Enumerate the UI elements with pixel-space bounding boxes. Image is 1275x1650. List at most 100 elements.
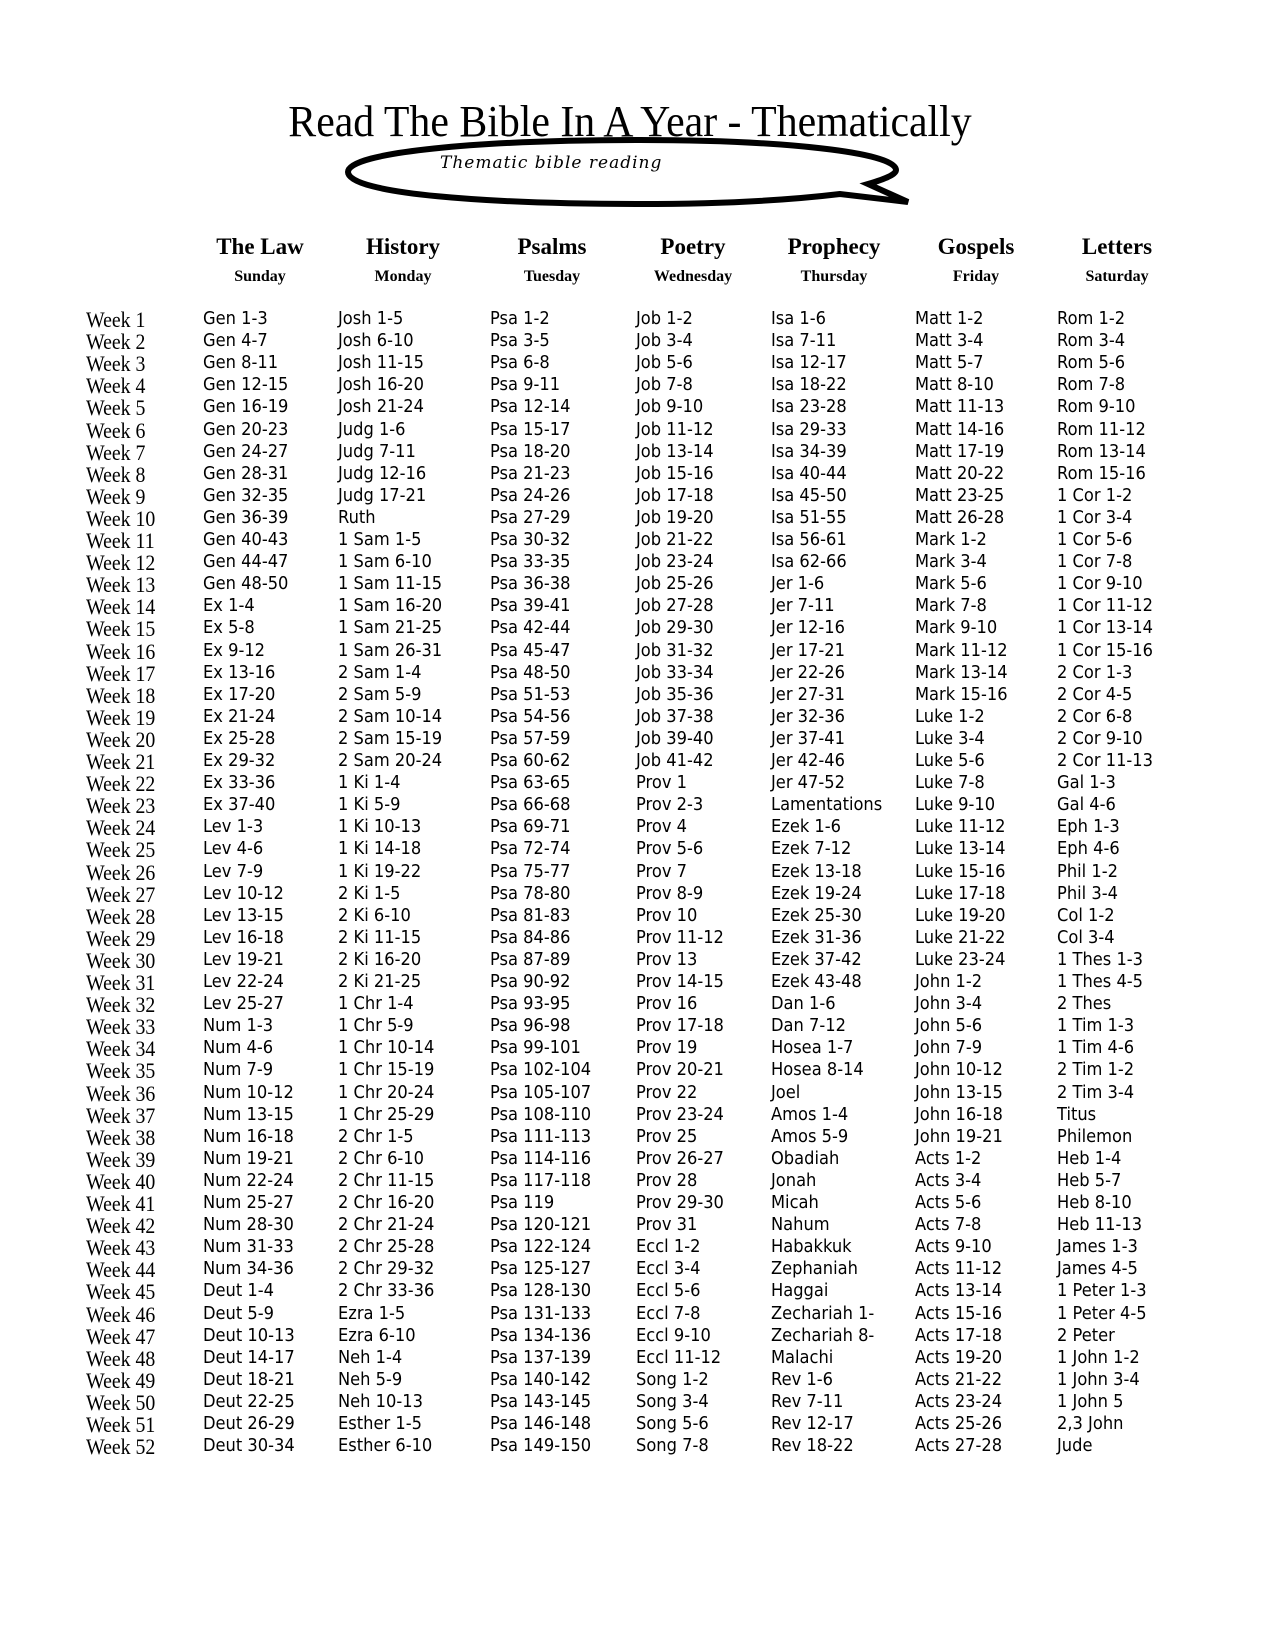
reading-cell: Psa 125-127 — [490, 1259, 592, 1280]
reading-cell: 2 Sam 10-14 — [338, 706, 443, 727]
reading-cell: Deut 1-4 — [203, 1281, 274, 1302]
reading-cell: Gal 1-3 — [1057, 773, 1116, 794]
reading-cell: 1 Chr 1-4 — [338, 994, 414, 1015]
reading-cell: Gen 40-43 — [203, 530, 289, 550]
reading-cell: Job 7-8 — [636, 375, 693, 396]
reading-cell: Josh 11-15 — [338, 353, 425, 374]
week-label: Week 38 — [86, 1124, 156, 1150]
reading-cell: Rev 18-22 — [771, 1436, 854, 1457]
reading-cell: Deut 5-9 — [203, 1303, 274, 1324]
reading-cell: 1 Sam 16-20 — [338, 596, 443, 617]
reading-cell: Psa 93-95 — [490, 994, 571, 1015]
week-label: Week 30 — [86, 947, 156, 973]
reading-cell: Jer 32-36 — [771, 706, 845, 727]
table-row: Week 50 Deut 22-25 Neh 10-13 Psa 143-145 Son… — [0, 1390, 1275, 1415]
table-row: Week 37 Num 13-15 1 Chr 25-29 Psa 108-110 Pr… — [0, 1103, 1275, 1128]
week-label: Week 32 — [86, 992, 156, 1018]
reading-cell: Psa 122-124 — [490, 1237, 592, 1258]
day-label: Thursday — [800, 268, 868, 285]
reading-cell: Micah — [771, 1193, 819, 1213]
reading-cell: 1 Peter 4-5 — [1057, 1303, 1147, 1324]
reading-cell: Job 33-34 — [636, 662, 714, 683]
week-label: Week 20 — [86, 726, 156, 752]
reading-cell: Jude — [1057, 1436, 1093, 1457]
reading-cell: Psa 42-44 — [490, 618, 571, 639]
reading-cell: Mark 7-8 — [915, 596, 987, 617]
table-row: Week 23 Ex 37-40 1 Ki 5-9 Psa 66-68 Prov 2-3… — [0, 793, 1275, 818]
week-label: Week 35 — [86, 1058, 156, 1084]
table-row: Week 6 Gen 20-23 Judg 1-6 Psa 15-17 Job 11-1… — [0, 418, 1275, 443]
reading-cell: Titus — [1057, 1104, 1097, 1125]
reading-cell: 1 Chr 25-29 — [338, 1104, 435, 1125]
reading-cell: Psa 3-5 — [490, 331, 550, 352]
reading-cell: John 19-21 — [915, 1126, 1003, 1147]
reading-cell: 1 Cor 3-4 — [1057, 507, 1133, 528]
reading-cell: Ezek 19-24 — [771, 883, 862, 904]
reading-cell: Num 34-36 — [203, 1259, 294, 1280]
reading-cell: 2 Ki 1-5 — [338, 883, 401, 904]
reading-cell: 2 Ki 16-20 — [338, 949, 422, 970]
reading-cell: Acts 21-22 — [915, 1369, 1003, 1390]
reading-cell: Rom 7-8 — [1057, 375, 1126, 396]
week-label: Week 22 — [86, 771, 156, 797]
week-label: Week 29 — [86, 925, 156, 951]
reading-cell: 1 Ki 1-4 — [338, 773, 401, 794]
reading-cell: 2 Ki 6-10 — [338, 905, 411, 926]
reading-cell: 1 Cor 7-8 — [1057, 552, 1133, 573]
reading-cell: Luke 3-4 — [915, 728, 985, 749]
reading-cell: 2 Sam 20-24 — [338, 751, 443, 771]
day-label: Monday — [374, 268, 432, 285]
reading-cell: Lev 25-27 — [203, 994, 284, 1015]
reading-cell: Gen 16-19 — [203, 397, 289, 418]
reading-cell: Gal 4-6 — [1057, 795, 1116, 816]
reading-cell: Prov 31 — [636, 1215, 698, 1236]
reading-cell: 2 Chr 11-15 — [338, 1170, 435, 1191]
reading-cell: Jer 27-31 — [771, 684, 845, 705]
reading-cell: Heb 1-4 — [1057, 1148, 1122, 1169]
reading-cell: Acts 11-12 — [915, 1259, 1003, 1280]
reading-cell: Isa 45-50 — [771, 485, 847, 506]
table-row: Week 7 Gen 24-27 Judg 7-11 Psa 18-20 Job 13-… — [0, 440, 1275, 465]
reading-cell: Zechariah 8- — [771, 1325, 875, 1346]
table-row: Week 40 Num 22-24 2 Chr 11-15 Psa 117-118 Pr… — [0, 1169, 1275, 1194]
reading-cell: Job 25-26 — [636, 574, 714, 595]
reading-cell: Num 22-24 — [203, 1170, 294, 1191]
week-label: Week 49 — [86, 1367, 156, 1393]
reading-cell: Psa 72-74 — [490, 839, 571, 860]
reading-cell: 2 Cor 9-10 — [1057, 728, 1143, 749]
reading-cell: Job 19-20 — [636, 507, 714, 528]
reading-cell: 1 Cor 1-2 — [1057, 485, 1133, 506]
reading-cell: Psa 66-68 — [490, 795, 571, 816]
category-label: Psalms — [517, 234, 587, 259]
reading-cell: Neh 1-4 — [338, 1347, 403, 1368]
day-label: Wednesday — [653, 268, 733, 285]
table-row: Week 21 Ex 29-32 2 Sam 20-24 Psa 60-62 Job 4… — [0, 749, 1275, 774]
table-row: Week 46 Deut 5-9 Ezra 1-5 Psa 131-133 Eccl 7… — [0, 1302, 1275, 1327]
table-row: Week 24 Lev 1-3 1 Ki 10-13 Psa 69-71 Prov 4 E… — [0, 815, 1275, 840]
reading-cell: Isa 51-55 — [771, 507, 847, 528]
reading-cell: Eccl 5-6 — [636, 1281, 701, 1302]
reading-cell: Psa 57-59 — [490, 728, 571, 749]
reading-cell: 1 Thes 1-3 — [1057, 949, 1144, 970]
reading-cell: Jer 7-11 — [771, 596, 835, 617]
reading-cell: Ezek 31-36 — [771, 927, 862, 948]
reading-cell: Psa 90-92 — [490, 972, 571, 992]
table-row: Week 22 Ex 33-36 1 Ki 1-4 Psa 63-65 Prov 1 Je… — [0, 771, 1275, 797]
week-label: Week 52 — [86, 1434, 156, 1460]
reading-cell: Eph 4-6 — [1057, 839, 1120, 860]
reading-cell: Rom 1-2 — [1057, 309, 1126, 329]
reading-cell: Josh 6-10 — [338, 331, 414, 352]
reading-cell: Prov 14-15 — [636, 972, 724, 992]
reading-cell: Mark 5-6 — [915, 574, 987, 595]
reading-cell: Acts 9-10 — [915, 1237, 992, 1258]
reading-cell: Gen 44-47 — [203, 552, 289, 573]
reading-cell: 1 Chr 20-24 — [338, 1082, 435, 1103]
week-label: Week 5 — [86, 395, 146, 421]
reading-cell: Col 3-4 — [1057, 927, 1115, 948]
week-label: Week 31 — [86, 970, 156, 995]
reading-cell: Rom 13-14 — [1057, 441, 1146, 462]
reading-cell: 2,3 John — [1057, 1414, 1124, 1434]
table-row: Week 18 Ex 17-20 2 Sam 5-9 Psa 51-53 Job 35-… — [0, 683, 1275, 708]
reading-cell: 1 Ki 14-18 — [338, 839, 422, 860]
reading-cell: Eccl 1-2 — [636, 1237, 701, 1258]
